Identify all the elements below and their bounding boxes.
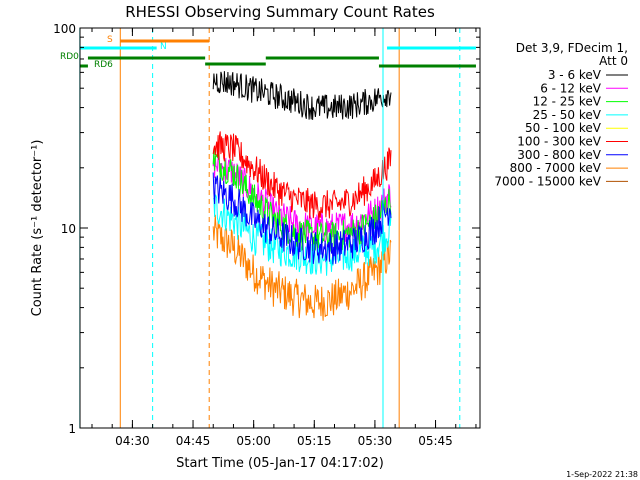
y-tick-label: 10 bbox=[61, 222, 76, 236]
y-tick-label: 100 bbox=[53, 22, 76, 36]
x-tick-label: 04:45 bbox=[176, 434, 211, 448]
x-tick-label: 05:45 bbox=[418, 434, 453, 448]
legend-header-2: Att 0 bbox=[599, 54, 628, 68]
flag-layer: S N RD0 RD6 bbox=[60, 35, 476, 70]
legend-label: 800 - 7000 keV bbox=[510, 161, 602, 175]
legend-label: 300 - 800 keV bbox=[517, 148, 601, 162]
x-axis-ticks: 04:30 04:45 05:00 05:15 05:30 05:45 bbox=[91, 28, 477, 448]
series-line bbox=[212, 172, 392, 265]
x-tick-label: 04:30 bbox=[115, 434, 150, 448]
chart-title: RHESSI Observing Summary Count Rates bbox=[125, 3, 435, 21]
series-line bbox=[212, 151, 392, 243]
y-axis-ticks: 1 10 100 bbox=[53, 22, 480, 436]
legend-label: 7000 - 15000 keV bbox=[494, 174, 601, 188]
legend-label: 100 - 300 keV bbox=[517, 135, 601, 149]
marker-layer bbox=[79, 28, 461, 428]
x-tick-label: 05:00 bbox=[236, 434, 271, 448]
legend-label: 50 - 100 keV bbox=[525, 121, 602, 135]
series-line bbox=[212, 214, 392, 321]
series-line bbox=[212, 71, 392, 120]
y-axis-label: Count Rate (s⁻¹ detector⁻¹) bbox=[30, 140, 45, 317]
flag-bar-label: S bbox=[107, 35, 113, 45]
legend-label: 6 - 12 keV bbox=[540, 81, 602, 95]
series-layer bbox=[212, 71, 392, 321]
x-tick-label: 05:15 bbox=[297, 434, 332, 448]
date-stamp: 1-Sep-2022 21:38 bbox=[566, 470, 638, 479]
y-tick-label: 1 bbox=[68, 422, 76, 436]
legend-label: 12 - 25 keV bbox=[533, 95, 602, 109]
legend-header-1: Det 3,9, FDecim 1, bbox=[516, 41, 628, 55]
flag-bar-label: RD6 bbox=[94, 60, 113, 70]
flag-bar-label: N bbox=[160, 42, 167, 52]
x-axis-label: Start Time (05-Jan-17 04:17:02) bbox=[176, 456, 384, 471]
legend-label: 25 - 50 keV bbox=[533, 108, 602, 122]
flag-bar-label: RD0 bbox=[60, 52, 79, 62]
series-line bbox=[212, 131, 392, 221]
legend-label: 3 - 6 keV bbox=[548, 68, 602, 82]
x-tick-label: 05:30 bbox=[358, 434, 393, 448]
